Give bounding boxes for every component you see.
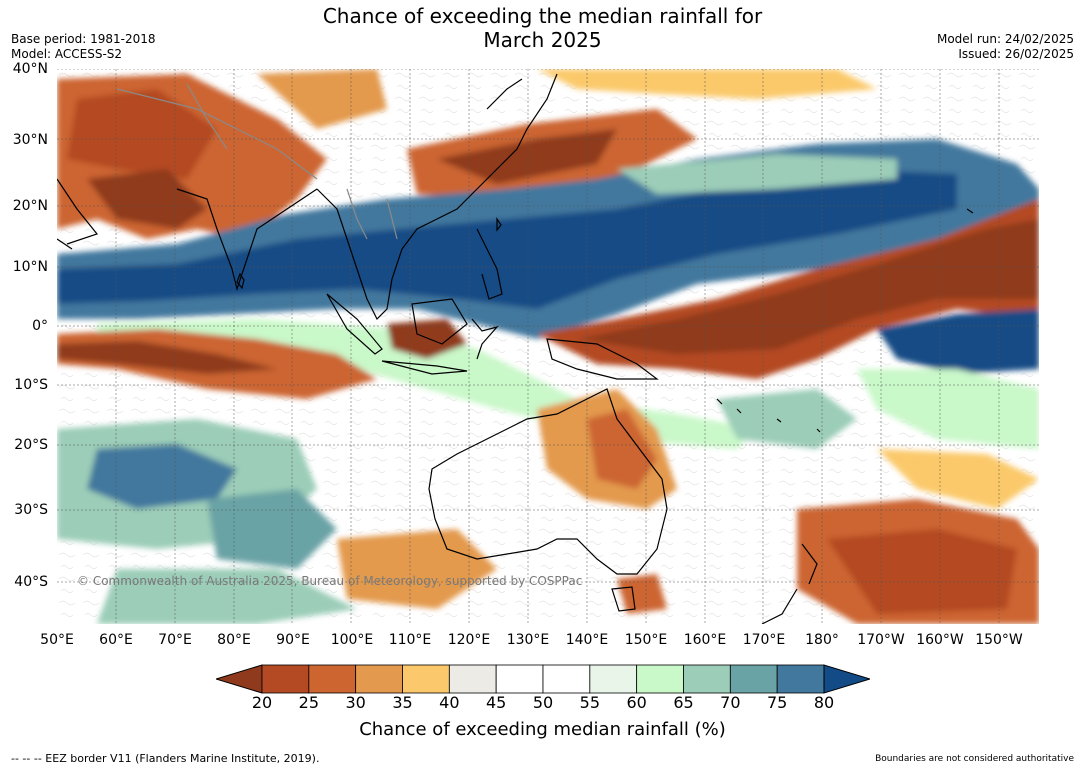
colorbar-tick-label: 55 [579, 693, 600, 712]
lat-label: 10°N [12, 259, 48, 275]
base-period: Base period: 1981-2018 [11, 32, 156, 46]
model-name: Model: ACCESS-S2 [11, 47, 123, 61]
sri-lanka [236, 272, 245, 290]
taiwan [496, 217, 502, 232]
model-run: Model run: 24/02/2025 [936, 32, 1074, 46]
lon-label: 170°E [742, 632, 786, 648]
arabia-coast [57, 178, 99, 245]
lon-label: 140°E [565, 632, 609, 648]
title-line-2: March 2025 [483, 28, 602, 52]
coastlines [57, 73, 974, 624]
lon-label: 160°E [683, 632, 727, 648]
colorbar-segment [589, 664, 638, 694]
lat-label: 40°N [12, 61, 48, 77]
colorbar-arrow-low [216, 664, 263, 694]
colorbar-tick-label: 65 [673, 693, 694, 712]
lon-label: 60°E [99, 632, 133, 648]
meta-left: Base period: 1981-2018 Model: ACCESS-S2 [11, 32, 156, 62]
lon-label: 110°E [388, 632, 432, 648]
issued-date: Issued: 26/02/2025 [958, 47, 1074, 61]
tasmania [611, 586, 636, 612]
colorbar-segment [448, 664, 497, 694]
lon-label: 120°E [447, 632, 491, 648]
lon-label: 50°E [40, 632, 74, 648]
country-borders [116, 83, 398, 240]
colorbar-label: Chance of exceeding median rainfall (%) [359, 719, 726, 740]
new-guinea [546, 338, 659, 380]
colorbar [216, 664, 870, 694]
graticule [57, 69, 1039, 624]
colorbar-segment [636, 664, 684, 694]
map-title: Chance of exceeding the median rainfall … [0, 4, 1085, 52]
lat-label: 20°S [14, 437, 48, 453]
lon-label: 150°W [975, 632, 1023, 648]
lon-label: 170°W [857, 632, 905, 648]
colorbar-segment [729, 664, 778, 694]
title-line-1: Chance of exceeding the median rainfall … [322, 4, 763, 28]
new-zealand [761, 543, 818, 624]
pacific-islands [716, 208, 974, 433]
eez-legend: -- -- -- EEZ border V11 (Flanders Marine… [11, 752, 320, 765]
lat-label: 0° [32, 318, 48, 334]
africa-coast [57, 238, 73, 250]
colorbar-segment [355, 664, 403, 694]
colorbar-tick-label: 40 [439, 693, 460, 712]
lon-label: 130°E [506, 632, 550, 648]
lat-label: 40°S [14, 574, 48, 590]
java [381, 360, 468, 375]
lat-label: 30°S [14, 502, 48, 518]
lon-label: 70°E [158, 632, 192, 648]
lon-label: 100°E [330, 632, 374, 648]
meta-right: Model run: 24/02/2025 Issued: 26/02/2025 [937, 32, 1074, 62]
colorbar-segment [261, 664, 310, 694]
colorbar-segment [776, 664, 825, 694]
australia-coast [428, 388, 668, 575]
rainfall-map: © Commonwealth of Australia 2025, Bureau… [57, 69, 1039, 624]
sulawesi [471, 318, 499, 360]
colorbar-tick-label: 20 [251, 693, 273, 712]
colorbar-tick-label: 60 [626, 693, 647, 712]
lon-label: 90°E [276, 632, 310, 648]
colorbar-tick-label: 30 [345, 693, 366, 712]
lon-label: 150°E [624, 632, 668, 648]
lon-label: 80°E [217, 632, 251, 648]
sumatra [326, 293, 383, 355]
colorbar-segment [402, 664, 450, 694]
colorbar-segment [308, 664, 357, 694]
colorbar-tick-label: 50 [532, 693, 554, 712]
lon-label: 160°W [916, 632, 964, 648]
colorbar-tick-label: 35 [392, 693, 413, 712]
lat-label: 20°N [12, 198, 48, 214]
philippines [476, 228, 503, 300]
colorbar-tick-label: 70 [720, 693, 741, 712]
lat-label: 30°N [12, 132, 48, 148]
colorbar-tick-label: 80 [813, 693, 835, 712]
japan-coast [486, 73, 558, 130]
lat-label: 10°S [14, 377, 48, 393]
colorbar-tick-label: 75 [766, 693, 788, 712]
colorbar-tick-label: 25 [298, 693, 319, 712]
colorbar-segment [683, 664, 731, 694]
india-coast [176, 188, 318, 292]
southeast-asia-coast [316, 128, 528, 321]
borneo [411, 298, 468, 345]
colorbar-arrow-high [823, 664, 870, 694]
colorbar-segment [542, 664, 591, 694]
rainfall-field [57, 69, 1039, 624]
colorbar-segment [495, 664, 544, 694]
lon-label: 180° [805, 632, 839, 648]
colorbar-tick-label: 45 [485, 693, 507, 712]
copyright-notice: © Commonwealth of Australia 2025, Bureau… [77, 574, 582, 588]
boundary-disclaimer: Boundaries are not considered authoritat… [875, 754, 1074, 764]
